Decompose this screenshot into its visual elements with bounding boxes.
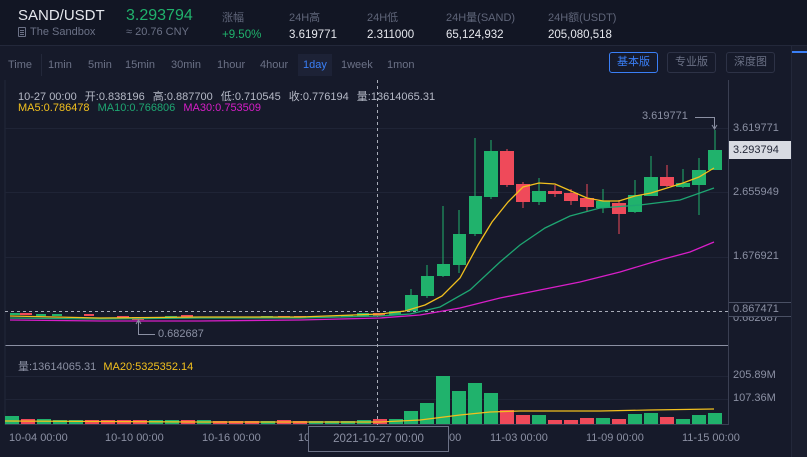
scroll-indicator bbox=[792, 51, 807, 53]
tab-1min[interactable]: 1min bbox=[48, 59, 72, 71]
stat-label: 24H量(SAND) bbox=[446, 12, 516, 24]
volume-axis-label: 205.89M bbox=[733, 369, 776, 381]
ma5-value: MA5:0.786478 bbox=[18, 102, 90, 114]
stat-value: 65,124,932 bbox=[446, 29, 504, 41]
ma30-value: MA30:0.753509 bbox=[183, 102, 262, 114]
ohlc-info: 10-27 00:00 开:0.838196 高:0.887700 低:0.71… bbox=[18, 88, 440, 104]
max-price-marker: 3.619771 bbox=[642, 110, 688, 122]
tab-30min[interactable]: 30min bbox=[171, 59, 201, 71]
pair-title: SAND/USDT bbox=[18, 7, 105, 24]
tab-1week[interactable]: 1week bbox=[341, 59, 373, 71]
tab-4hour[interactable]: 4hour bbox=[260, 59, 289, 71]
price-cny: ≈ 20.76 CNY bbox=[126, 26, 189, 38]
ma10-value: MA10:0.766806 bbox=[97, 102, 176, 114]
stat-24h-high: 24H高 3.619771 bbox=[289, 9, 337, 41]
ma10-line bbox=[9, 187, 715, 320]
x-axis-label: 11-09 00:00 bbox=[586, 432, 644, 444]
price-axis-label: 1.676921 bbox=[733, 250, 779, 262]
tab-5min[interactable]: 5min bbox=[88, 59, 112, 71]
vol-ma20-line bbox=[4, 408, 715, 423]
ohlc-date: 10-27 00:00 bbox=[18, 91, 77, 103]
vol-ma20-value: MA20:5325352.14 bbox=[103, 361, 194, 373]
price-axis-label: 3.619771 bbox=[733, 122, 779, 134]
tab-1day[interactable]: 1day bbox=[298, 54, 332, 76]
ma30-line bbox=[9, 241, 715, 322]
tab-15min[interactable]: 15min bbox=[125, 59, 155, 71]
x-axis-label: 11-15 00:00 bbox=[682, 432, 740, 444]
stat-label: 24H低 bbox=[367, 12, 399, 24]
price-axis-label: 2.655949 bbox=[733, 186, 779, 198]
view-pro-button[interactable]: 专业版 bbox=[667, 52, 716, 73]
view-basic-button[interactable]: 基本版 bbox=[609, 52, 658, 73]
stat-value: +9.50% bbox=[222, 29, 262, 41]
x-axis-label: 10-16 00:00 bbox=[202, 432, 261, 444]
x-axis-label: 11-03 00:00 bbox=[490, 432, 548, 444]
crosshair-price-tag: 0.867471 bbox=[729, 302, 791, 317]
header-bar: SAND/USDT The Sandbox 3.293794 ≈ 20.76 C… bbox=[0, 0, 807, 46]
stat-change: 涨幅 +9.50% bbox=[222, 9, 261, 41]
project-name[interactable]: The Sandbox bbox=[18, 26, 95, 38]
divider bbox=[41, 54, 42, 76]
side-scrollbar[interactable] bbox=[791, 46, 807, 457]
ohlc-volume: 量:13614065.31 bbox=[356, 91, 436, 103]
ohlc-low: 低:0.710545 bbox=[220, 91, 281, 103]
last-price: 3.293794 bbox=[126, 7, 193, 24]
x-axis-label: 10 bbox=[298, 432, 311, 444]
x-axis-label: 10-04 00:00 bbox=[9, 432, 68, 444]
crosshair-date-tag: 2021-10-27 00:00 bbox=[308, 426, 449, 452]
x-axis-label: 10-10 00:00 bbox=[105, 432, 164, 444]
ma5-line bbox=[9, 167, 715, 319]
stat-value: 3.619771 bbox=[289, 29, 337, 41]
stat-24h-low: 24H低 2.311000 bbox=[367, 9, 414, 41]
tab-1mon[interactable]: 1mon bbox=[387, 59, 415, 71]
min-price-marker: 0.682687 bbox=[158, 328, 204, 340]
document-icon bbox=[18, 27, 26, 37]
stat-label: 24H高 bbox=[289, 12, 321, 24]
stat-24h-amount: 24H额(USDT) 205,080,518 bbox=[548, 9, 616, 41]
view-depth-button[interactable]: 深度图 bbox=[726, 52, 775, 73]
tab-time[interactable]: Time bbox=[8, 59, 33, 71]
x-axis-label: 00 bbox=[449, 432, 462, 444]
ohlc-open: 开:0.838196 bbox=[84, 91, 145, 103]
volume-info: 量:13614065.31 MA20:5325352.14 bbox=[18, 358, 193, 374]
ohlc-close: 收:0.776194 bbox=[288, 91, 349, 103]
tab-1hour[interactable]: 1hour bbox=[217, 59, 246, 71]
price-axis-label: 0.682687 bbox=[733, 316, 779, 324]
stat-label: 24H额(USDT) bbox=[548, 12, 617, 24]
stat-24h-volume: 24H量(SAND) 65,124,932 bbox=[446, 9, 515, 41]
ohlc-high: 高:0.887700 bbox=[152, 91, 213, 103]
current-price-tag: 3.293794 bbox=[729, 141, 791, 159]
stat-label: 涨幅 bbox=[222, 12, 244, 24]
volume-value: 量:13614065.31 bbox=[18, 361, 97, 373]
timeframe-toolbar: Time 1min 5min 15min 30min 1hour 4hour 1… bbox=[0, 50, 790, 78]
stat-value: 205,080,518 bbox=[548, 29, 612, 41]
volume-axis-label: 107.36M bbox=[733, 392, 776, 404]
ma-info: MA5:0.786478 MA10:0.766806 MA30:0.753509 bbox=[18, 102, 266, 114]
project-name-label: The Sandbox bbox=[30, 26, 96, 38]
stat-value: 2.311000 bbox=[367, 29, 415, 41]
